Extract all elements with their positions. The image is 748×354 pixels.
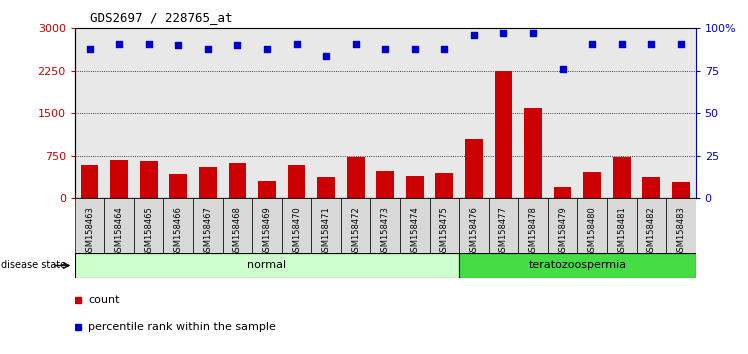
Point [320, 53, 332, 58]
Point [143, 41, 155, 46]
Text: teratozoospermia: teratozoospermia [528, 261, 626, 270]
Bar [435, 173, 453, 198]
Bar [75, 253, 459, 278]
Bar [637, 198, 666, 253]
Text: GSM158466: GSM158466 [174, 206, 183, 257]
Text: GDS2697 / 228765_at: GDS2697 / 228765_at [90, 11, 233, 24]
Bar [199, 166, 217, 198]
Point [409, 46, 421, 52]
Bar [75, 198, 105, 253]
Bar [672, 182, 690, 198]
Bar [282, 198, 311, 253]
Text: GSM158468: GSM158468 [233, 206, 242, 257]
Text: GSM158465: GSM158465 [144, 206, 153, 257]
Point [557, 66, 568, 72]
Bar [577, 198, 607, 253]
Bar [554, 187, 571, 198]
Bar [488, 198, 518, 253]
Text: GSM158473: GSM158473 [381, 206, 390, 257]
Bar [317, 177, 335, 198]
Point [468, 32, 480, 38]
Point [438, 46, 450, 52]
Bar [311, 198, 341, 253]
Bar [465, 139, 482, 198]
Bar [370, 198, 400, 253]
Bar [406, 176, 423, 198]
Text: GSM158475: GSM158475 [440, 206, 449, 257]
Text: normal: normal [248, 261, 286, 270]
Text: GSM158472: GSM158472 [351, 206, 360, 257]
Bar [258, 181, 276, 198]
Bar [140, 161, 158, 198]
Text: GSM158480: GSM158480 [588, 206, 597, 257]
Bar [169, 175, 187, 198]
Text: percentile rank within the sample: percentile rank within the sample [88, 321, 276, 332]
Bar [347, 157, 364, 198]
Point [113, 41, 125, 46]
Text: disease state: disease state [1, 261, 66, 270]
Bar [583, 172, 601, 198]
Text: GSM158483: GSM158483 [676, 206, 685, 257]
Bar [400, 198, 429, 253]
Point [675, 41, 687, 46]
Text: GSM158474: GSM158474 [411, 206, 420, 257]
Text: GSM158477: GSM158477 [499, 206, 508, 257]
Point [202, 46, 214, 52]
Text: GSM158467: GSM158467 [203, 206, 212, 257]
Bar [81, 165, 99, 198]
Bar [193, 198, 223, 253]
Bar [164, 198, 193, 253]
Bar [288, 165, 305, 198]
Bar [429, 198, 459, 253]
Bar [548, 198, 577, 253]
Bar [666, 198, 696, 253]
Bar [110, 160, 128, 198]
Bar [341, 198, 370, 253]
Text: GSM158471: GSM158471 [322, 206, 331, 257]
Text: GSM158464: GSM158464 [114, 206, 123, 257]
Point [616, 41, 628, 46]
Point [290, 41, 302, 46]
Text: GSM158481: GSM158481 [617, 206, 626, 257]
Point [586, 41, 598, 46]
Bar [524, 108, 542, 198]
Point [261, 46, 273, 52]
Text: GSM158469: GSM158469 [263, 206, 272, 257]
Point [379, 46, 391, 52]
Point [84, 46, 96, 52]
Bar [518, 198, 548, 253]
Text: GSM158482: GSM158482 [647, 206, 656, 257]
Text: GSM158479: GSM158479 [558, 206, 567, 257]
Text: GSM158476: GSM158476 [470, 206, 479, 257]
Bar [229, 162, 246, 198]
Text: GSM158463: GSM158463 [85, 206, 94, 257]
Text: count: count [88, 295, 120, 305]
Text: GSM158478: GSM158478 [529, 206, 538, 257]
Bar [105, 198, 134, 253]
Point [646, 41, 657, 46]
Point [527, 30, 539, 36]
Bar [607, 198, 637, 253]
Bar [459, 253, 696, 278]
Point [231, 42, 243, 48]
Bar [613, 157, 631, 198]
Point [349, 41, 361, 46]
Bar [252, 198, 282, 253]
Bar [134, 198, 164, 253]
Text: GSM158470: GSM158470 [292, 206, 301, 257]
Bar [376, 171, 394, 198]
Point [172, 42, 184, 48]
Bar [459, 198, 488, 253]
Point [497, 30, 509, 36]
Bar [643, 177, 660, 198]
Bar [223, 198, 252, 253]
Bar [494, 71, 512, 198]
